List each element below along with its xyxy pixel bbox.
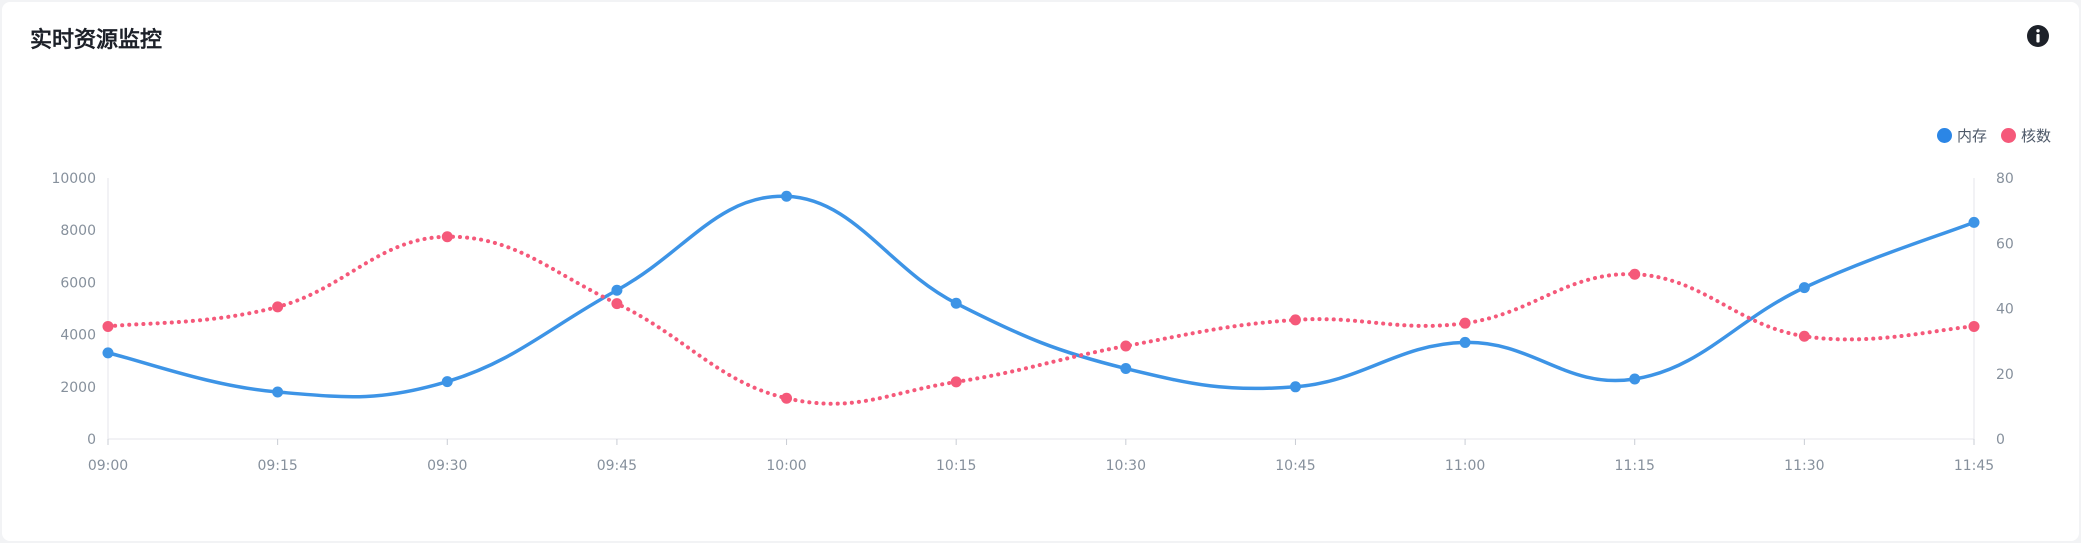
x-tick-label: 11:00 [1445,458,1485,474]
data-point-memory [781,190,793,202]
data-point-cores [1120,340,1132,352]
x-tick-label: 11:15 [1615,458,1655,474]
data-point-cores [781,392,793,404]
y-right-tick-label: 80 [1996,171,2014,187]
y-right-tick-label: 0 [1996,432,2005,448]
data-point-memory [1289,381,1301,393]
legend-item-memory[interactable]: 内存 [1936,125,1987,146]
data-point-memory [1120,363,1132,375]
legend-dot-cores [2000,128,2016,143]
data-point-memory [272,386,284,398]
card-title: 实时资源监控 [30,28,163,53]
legend-label-cores: 核数 [2020,127,2051,145]
chart-legend: 内存 核数 [1936,125,2051,146]
data-point-cores [102,320,114,332]
data-point-cores [441,231,453,243]
data-point-cores [1968,320,1980,332]
y-left-tick-label: 0 [87,432,96,448]
data-point-memory [1798,282,1810,294]
series-line-cores [106,234,1976,406]
legend-item-cores[interactable]: 核数 [2000,125,2051,146]
data-point-memory [950,297,962,309]
data-point-memory [611,284,623,296]
y-left-tick-label: 4000 [60,328,96,344]
data-point-memory [1459,336,1471,348]
data-point-cores [1798,330,1810,342]
x-tick-label: 09:45 [597,458,637,474]
legend-label-memory: 内存 [1956,127,1987,145]
legend-dot-memory [1936,128,1952,143]
y-right-tick-label: 40 [1996,302,2014,318]
y-left-tick-label: 2000 [60,380,96,396]
x-tick-label: 09:00 [88,458,128,474]
x-tick-label: 09:30 [427,458,467,474]
y-right-tick-label: 20 [1996,367,2014,383]
x-tick-label: 10:15 [936,458,976,474]
data-point-cores [1629,268,1641,280]
x-tick-label: 09:15 [257,458,297,474]
x-tick-label: 10:45 [1275,458,1315,474]
y-left-tick-label: 6000 [60,275,96,291]
y-right-tick-label: 60 [1996,236,2014,252]
data-point-memory [102,347,114,359]
data-point-cores [272,301,284,313]
data-point-memory [1968,216,1980,228]
y-left-tick-label: 8000 [60,223,96,239]
data-point-cores [1289,314,1301,326]
x-tick-label: 10:30 [1106,458,1146,474]
data-point-memory [1629,373,1641,385]
info-circle-icon[interactable] [2026,24,2050,48]
data-point-cores [1459,317,1471,329]
data-point-memory [441,376,453,388]
x-tick-label: 11:30 [1784,458,1824,474]
data-point-cores [950,376,962,388]
y-left-tick-label: 10000 [51,171,96,187]
data-point-cores [611,298,623,310]
series-line-memory [106,194,1976,399]
x-tick-label: 11:45 [1954,458,1994,474]
x-tick-label: 10:00 [766,458,806,474]
